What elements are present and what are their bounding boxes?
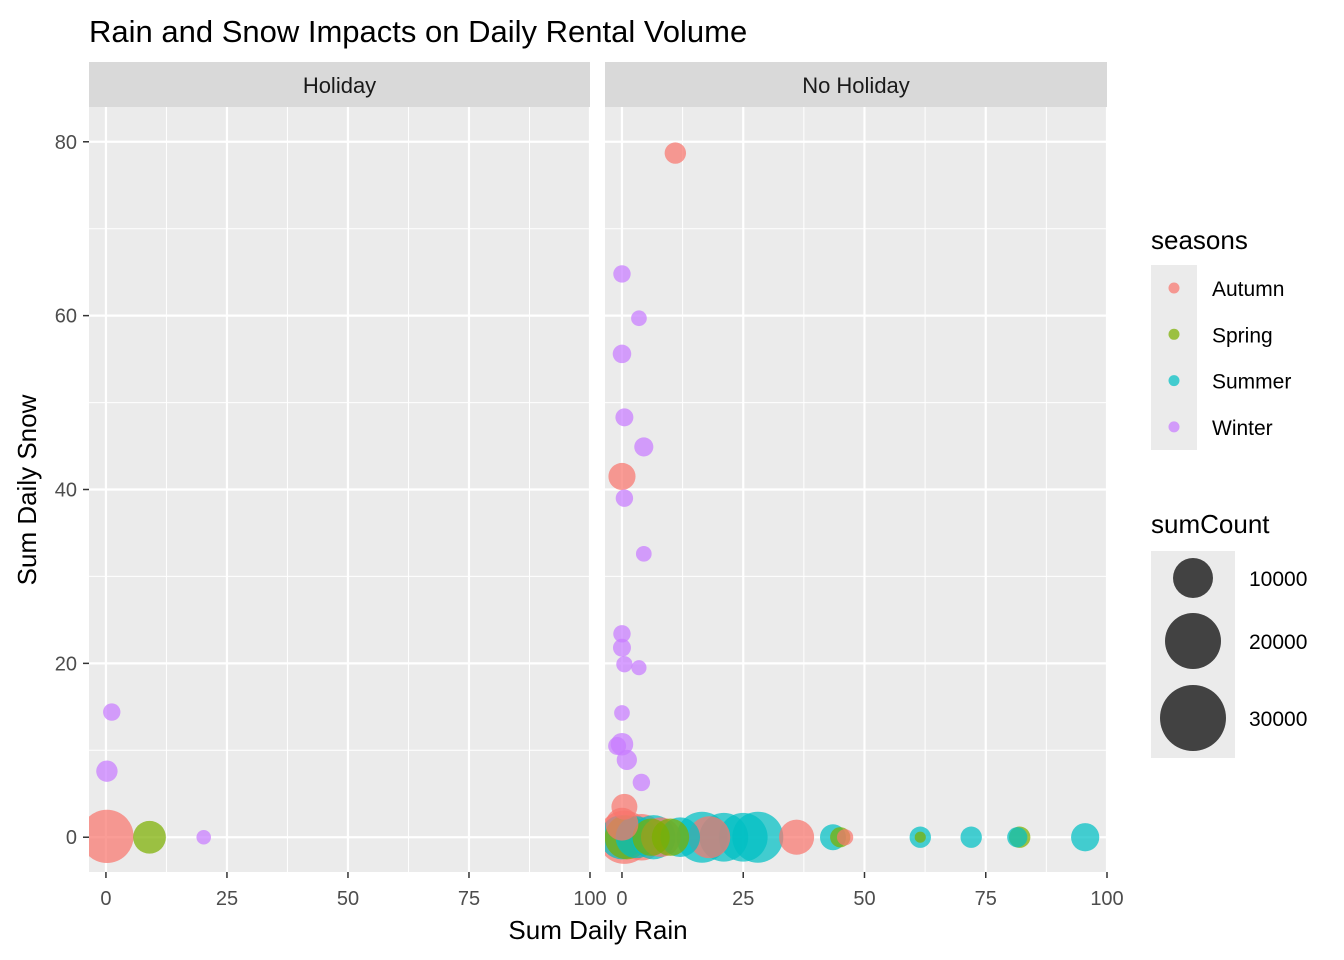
- points-layer: [89, 703, 212, 864]
- data-point: [133, 820, 166, 854]
- data-point: [779, 819, 815, 855]
- data-point: [615, 408, 634, 427]
- data-point: [96, 760, 118, 782]
- x-tick-label: 25: [732, 888, 754, 910]
- facet-strip: [89, 62, 590, 107]
- x-tick-label: 0: [616, 888, 627, 910]
- x-axis-title: Sum Daily Rain: [508, 915, 687, 945]
- data-point: [664, 142, 687, 164]
- data-point: [103, 703, 121, 721]
- y-axis-title: Sum Daily Snow: [12, 394, 42, 585]
- data-point: [613, 625, 631, 643]
- legend-key-winter: [1168, 421, 1180, 433]
- panel-no-holiday: No Holiday: [605, 54, 1109, 872]
- facet-strip-label: Holiday: [303, 73, 376, 98]
- data-point: [612, 344, 632, 364]
- x-tick-label: 25: [216, 888, 238, 910]
- legend-size-label: 20000: [1249, 631, 1307, 654]
- legend-key-spring: [1168, 328, 1180, 340]
- legend-label-summer: Summer: [1212, 371, 1291, 394]
- legend-size-key: [1165, 613, 1221, 669]
- data-point: [616, 656, 633, 673]
- data-point: [718, 812, 768, 862]
- facet-strip: [605, 62, 1107, 107]
- y-tick-label: 40: [55, 480, 77, 502]
- data-point: [960, 826, 982, 848]
- data-point: [836, 829, 854, 846]
- data-point: [611, 793, 638, 820]
- legend-size-label: 10000: [1249, 568, 1307, 591]
- data-point: [634, 437, 654, 457]
- legend-key-summer: [1168, 375, 1180, 387]
- data-point: [631, 310, 647, 327]
- data-point: [1071, 823, 1100, 852]
- legend-key-autumn: [1168, 282, 1180, 294]
- facet-strip-label: No Holiday: [802, 73, 910, 98]
- x-tick-label: 100: [573, 888, 606, 910]
- legend-size-key: [1173, 558, 1213, 598]
- legend-size-key: [1160, 685, 1226, 751]
- data-point: [615, 489, 634, 507]
- data-point: [651, 818, 690, 856]
- data-point: [608, 736, 627, 755]
- legend: seasons Autumn Spring Summer Winter sumCount 1…: [1151, 225, 1307, 758]
- legend-label-spring: Spring: [1212, 324, 1273, 347]
- data-point: [914, 831, 926, 843]
- x-tick-label: 100: [1090, 888, 1123, 910]
- x-tick-label: 50: [853, 888, 875, 910]
- data-point: [635, 545, 652, 562]
- x-tick-label: 0: [100, 888, 111, 910]
- data-point: [89, 809, 134, 864]
- legend-title-sumcount: sumCount: [1151, 509, 1270, 539]
- y-tick-label: 60: [55, 306, 77, 328]
- panel-holiday: Holiday: [89, 54, 592, 872]
- data-point: [196, 829, 212, 845]
- axes: 0 25 50 75 100 0 25 50 75 100 0 20 40 60 80: [55, 132, 1124, 910]
- data-point: [612, 638, 631, 657]
- data-point: [1007, 827, 1028, 848]
- data-point: [614, 705, 630, 721]
- data-point: [688, 816, 731, 859]
- legend-label-winter: Winter: [1212, 417, 1273, 440]
- legend-key-background: [1151, 265, 1197, 450]
- x-tick-label: 75: [975, 888, 997, 910]
- data-point: [616, 749, 637, 770]
- x-tick-label: 75: [458, 888, 480, 910]
- y-tick-label: 20: [55, 653, 77, 675]
- y-tick-label: 80: [55, 132, 77, 154]
- facet-panels: Holiday No Holiday: [89, 54, 1109, 872]
- data-point: [631, 660, 647, 676]
- points-layer: [605, 142, 1100, 864]
- chart-title: Rain and Snow Impacts on Daily Rental Vo…: [89, 14, 747, 49]
- data-point: [632, 773, 651, 792]
- x-tick-label: 50: [337, 888, 359, 910]
- legend-size-label: 30000: [1249, 708, 1307, 731]
- data-point: [608, 462, 636, 491]
- legend-label-autumn: Autumn: [1212, 278, 1284, 301]
- data-point: [613, 265, 631, 283]
- y-tick-label: 0: [66, 827, 77, 849]
- legend-title-seasons: seasons: [1151, 225, 1248, 255]
